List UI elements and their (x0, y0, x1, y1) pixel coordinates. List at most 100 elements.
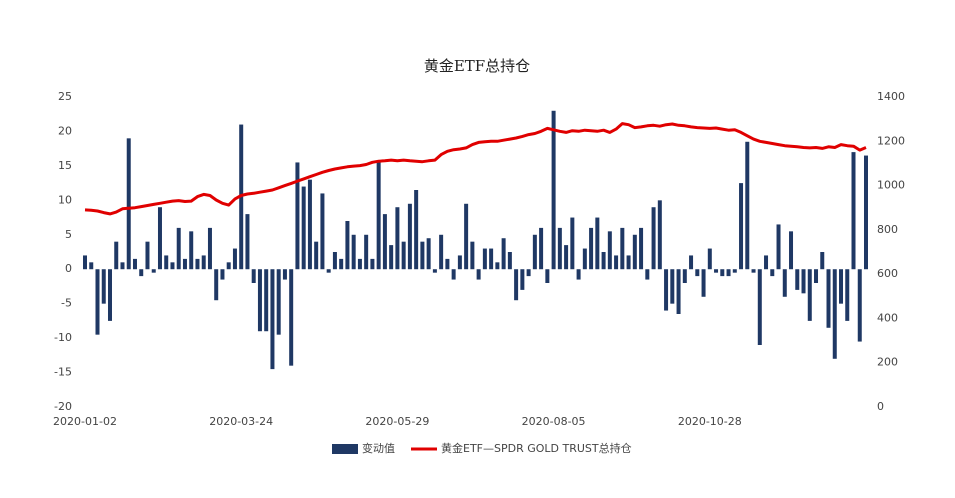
bar (326, 269, 331, 273)
bar (95, 269, 100, 335)
y-tick-label: -15 (54, 366, 72, 379)
bar (420, 241, 425, 270)
bar (139, 269, 144, 277)
bar (270, 269, 275, 370)
bar (614, 255, 619, 270)
bar (170, 262, 175, 270)
bar (470, 241, 475, 270)
y2-tick-label: 0 (877, 400, 884, 413)
bar (751, 269, 756, 273)
bar (482, 248, 487, 270)
bar (495, 262, 500, 270)
bar (801, 269, 806, 294)
bar (101, 269, 106, 304)
bar (832, 269, 837, 359)
bar (739, 183, 744, 270)
y2-tick-label: 400 (877, 311, 898, 324)
bar (220, 269, 225, 280)
bar (570, 217, 575, 270)
bar (83, 255, 87, 270)
line (84, 122, 867, 216)
bar (582, 248, 587, 270)
bar (820, 252, 825, 270)
y-tick-label: 5 (65, 228, 72, 241)
y-tick-label: 15 (58, 159, 72, 172)
bar (301, 186, 306, 270)
bar (295, 162, 300, 270)
bar (845, 269, 850, 321)
bar (157, 207, 162, 270)
bar (514, 269, 519, 301)
bar (307, 179, 312, 270)
bar (720, 269, 725, 277)
x-tick-label: 2020-01-02 (53, 415, 117, 428)
bar (445, 258, 450, 270)
bar (551, 110, 556, 270)
bar (795, 269, 800, 290)
bar (432, 269, 437, 273)
bar (757, 269, 762, 345)
bar (364, 234, 369, 270)
bar (807, 269, 812, 321)
bar (332, 252, 337, 270)
bar (245, 214, 250, 270)
bar (89, 262, 94, 270)
bar (489, 248, 494, 270)
bar (545, 269, 550, 283)
bar (789, 231, 794, 270)
y2-tick-label: 1000 (877, 179, 905, 192)
y2-tick-label: 600 (877, 267, 898, 280)
legend-label: 黄金ETF—SPDR GOLD TRUST总持仓 (441, 441, 632, 455)
bar (589, 227, 594, 270)
bar (339, 258, 344, 270)
bar (507, 252, 512, 270)
bar (632, 234, 637, 270)
bar (351, 234, 356, 270)
bar (426, 238, 431, 270)
bar (776, 224, 781, 270)
x-tick-label: 2020-05-29 (365, 415, 429, 428)
bar (414, 190, 419, 270)
y-tick-label: 25 (58, 90, 72, 103)
bar (226, 262, 231, 270)
bar (132, 258, 137, 270)
x-tick-label: 2020-08-05 (522, 415, 586, 428)
bar (501, 238, 506, 270)
bar (232, 248, 237, 270)
bar (676, 269, 681, 314)
bar (195, 258, 200, 270)
y-tick-label: 10 (58, 193, 72, 206)
bar (707, 248, 712, 270)
bar (464, 203, 469, 270)
y-tick-label: 0 (65, 262, 72, 275)
bar (145, 241, 150, 270)
x-tick-label: 2020-10-28 (678, 415, 742, 428)
bar (257, 269, 262, 332)
bar (701, 269, 706, 297)
bar (395, 207, 400, 270)
bar (164, 255, 169, 270)
bar (457, 255, 462, 270)
bar (251, 269, 256, 283)
y2-tick-label: 800 (877, 223, 898, 236)
bar (557, 227, 562, 270)
legend-swatch (332, 444, 358, 454)
bar (695, 269, 700, 277)
bar (282, 269, 287, 280)
x-tick-label: 2020-03-24 (209, 415, 273, 428)
bar (276, 269, 281, 335)
bar (726, 269, 731, 277)
legend-label: 变动值 (362, 441, 395, 455)
bar (289, 269, 294, 366)
bar (595, 217, 600, 270)
y2-tick-label: 200 (877, 356, 898, 369)
bar (626, 255, 631, 270)
bar (214, 269, 219, 301)
bar (345, 221, 350, 270)
bar (451, 269, 456, 280)
bar (526, 269, 531, 277)
bar (314, 241, 319, 270)
y2-tick-label: 1400 (877, 90, 905, 103)
bar (376, 162, 381, 270)
